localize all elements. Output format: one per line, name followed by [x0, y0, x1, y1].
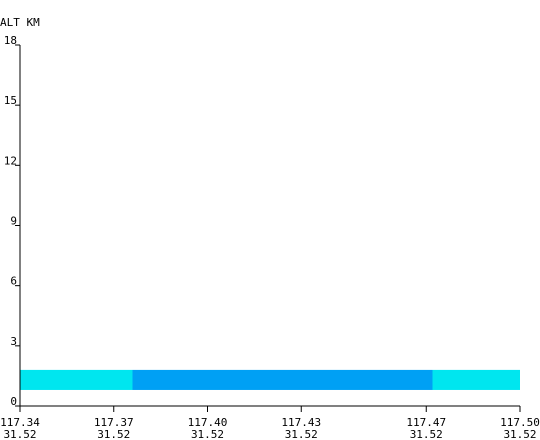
y-ticks: 0 3 6 9 12 15 18 — [4, 34, 20, 408]
y-tick-label: 15 — [4, 94, 17, 107]
y-tick-label: 9 — [10, 215, 17, 228]
y-tick-label: 0 — [10, 395, 17, 408]
y-tick-label: 6 — [10, 275, 17, 288]
x-tick-label-lon: 117.37 — [94, 416, 134, 429]
altitude-segment-1 — [20, 369, 133, 390]
x-tick-label-lon: 117.50 — [500, 416, 540, 429]
x-tick-label-lon: 117.40 — [188, 416, 228, 429]
x-tick-label-lon: 117.43 — [281, 416, 321, 429]
y-tick-label: 3 — [10, 335, 17, 348]
x-tick-label-lat: 31.52 — [503, 428, 536, 440]
x-tick-label-lat: 31.52 — [191, 428, 224, 440]
y-tick-label: 18 — [4, 34, 17, 47]
y-axis-title: ALT KM — [0, 16, 40, 29]
x-tick-label-lat: 31.52 — [285, 428, 318, 440]
x-tick-label-lat: 31.52 — [3, 428, 36, 440]
x-tick-label-lon: 117.34 — [0, 416, 40, 429]
x-tick-label-lat: 31.52 — [97, 428, 130, 440]
altitude-segment-3 — [432, 369, 520, 390]
chart-marks — [20, 369, 520, 390]
y-tick-label: 12 — [4, 154, 17, 167]
x-ticks: 117.3431.52117.3731.52117.4031.52117.433… — [0, 406, 540, 440]
x-tick-label-lon: 117.47 — [406, 416, 446, 429]
x-tick-label-lat: 31.52 — [410, 428, 443, 440]
altitude-segment-2 — [132, 369, 433, 390]
